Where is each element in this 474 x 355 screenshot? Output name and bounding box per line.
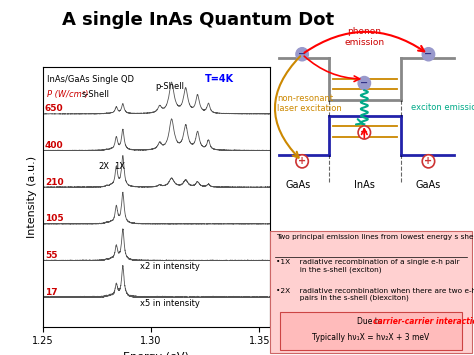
Text: •1X    radiative recombination of a single e-h pair
          in the s-shell (ex: •1X radiative recombination of a single …	[276, 259, 460, 273]
Text: p-Shell: p-Shell	[155, 82, 184, 92]
Text: x5 in intensity: x5 in intensity	[140, 299, 200, 308]
Text: InAs/GaAs Single QD: InAs/GaAs Single QD	[47, 75, 134, 84]
Text: s-Shell: s-Shell	[82, 90, 109, 99]
Text: T=4K: T=4K	[205, 74, 234, 84]
Text: x2 in intensity: x2 in intensity	[140, 262, 200, 271]
Text: 210: 210	[45, 178, 64, 186]
Circle shape	[358, 126, 371, 139]
Y-axis label: Intensity (a.u.): Intensity (a.u.)	[27, 156, 37, 238]
Text: 17: 17	[45, 288, 57, 296]
Text: GaAs: GaAs	[416, 180, 441, 190]
Text: phonon
emission: phonon emission	[344, 27, 384, 47]
Text: 400: 400	[45, 141, 64, 150]
Text: P (W/cm²): P (W/cm²)	[47, 90, 88, 99]
Text: −: −	[424, 49, 432, 59]
Text: +: +	[298, 156, 306, 166]
Text: non-resonant
laser excitation: non-resonant laser excitation	[277, 94, 342, 113]
X-axis label: Energy (eV): Energy (eV)	[124, 352, 189, 355]
Text: 2X: 2X	[99, 162, 110, 171]
Text: InAs: InAs	[354, 180, 375, 190]
Text: Two principal emission lines from lowest energy s shell: Two principal emission lines from lowest…	[276, 234, 474, 240]
Circle shape	[296, 48, 309, 61]
Text: A single InAs Quantum Dot: A single InAs Quantum Dot	[62, 11, 334, 29]
Circle shape	[422, 155, 435, 168]
Text: exciton emission (1X): exciton emission (1X)	[411, 103, 474, 112]
Text: Typically hν₁Χ = hν₂Χ + 3 meV: Typically hν₁Χ = hν₂Χ + 3 meV	[312, 333, 429, 342]
Text: +: +	[360, 127, 368, 137]
Text: 105: 105	[45, 214, 64, 223]
Text: 1X: 1X	[114, 162, 125, 171]
Text: 55: 55	[45, 251, 57, 260]
Circle shape	[296, 155, 309, 168]
Text: Due to: Due to	[357, 317, 385, 326]
Circle shape	[422, 48, 435, 61]
Text: −: −	[298, 49, 306, 59]
Text: −: −	[360, 78, 368, 88]
Text: 650: 650	[45, 104, 64, 113]
Text: GaAs: GaAs	[286, 180, 311, 190]
Text: •2X    radiative recombination when there are two e-h
          pairs in the s-s: •2X radiative recombination when there a…	[276, 288, 474, 301]
Circle shape	[358, 76, 371, 90]
Text: carrier-carrier interaction: carrier-carrier interaction	[373, 317, 474, 326]
Text: +: +	[424, 156, 432, 166]
